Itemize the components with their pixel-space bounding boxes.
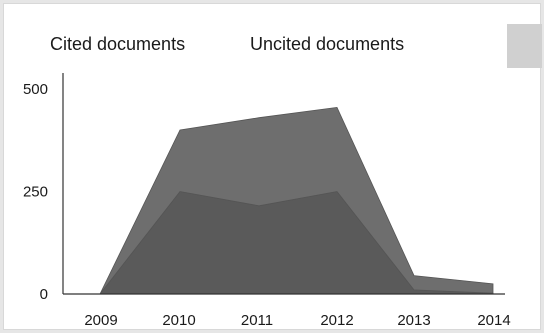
chart-menu-button[interactable] (507, 24, 542, 68)
legend-uncited-documents[interactable]: Uncited documents (250, 34, 405, 54)
x-tick-label: 2012 (320, 312, 353, 329)
x-tick-label: 2011 (241, 312, 273, 329)
x-tick-label: 2010 (162, 312, 195, 329)
y-tick-label: 500 (23, 81, 48, 98)
legend-cited-documents[interactable]: Cited documents (50, 34, 186, 54)
x-tick-label: 2009 (84, 312, 117, 329)
y-tick-label: 250 (23, 184, 48, 201)
area-series-1 (99, 106, 494, 295)
x-tick-label: 2013 (397, 312, 430, 329)
x-tick-label: 2014 (477, 312, 510, 329)
y-tick-label: 0 (40, 286, 48, 303)
